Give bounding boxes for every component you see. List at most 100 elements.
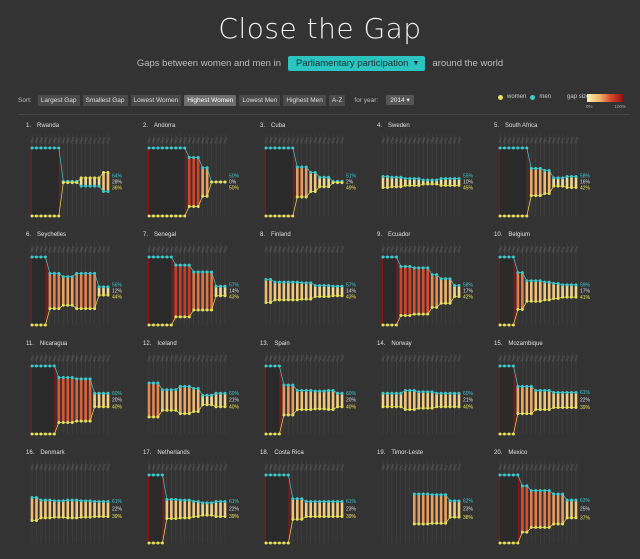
country-card[interactable]: 7. Senegal 1997 1998 1999 2000 2001 2002 2003 200… bbox=[139, 227, 255, 333]
country-card[interactable]: 8. Finland 1997 1998 1999 2000 2001 2002 2003 200… bbox=[256, 227, 372, 333]
year-select[interactable]: 2014 ▾ bbox=[386, 95, 414, 105]
women-point bbox=[196, 410, 200, 414]
country-card[interactable]: 13. Spain 1997 1998 1999 2000 2001 2002 2003 2004… bbox=[256, 336, 372, 442]
country-chart: 1997199819992000200120022003200420052006… bbox=[146, 461, 240, 545]
year-tick-label: 2011 bbox=[443, 246, 449, 254]
sort-largest-gap-button[interactable]: Largest Gap bbox=[37, 94, 80, 106]
men-point bbox=[160, 473, 164, 477]
country-title: 13. Spain bbox=[260, 341, 290, 347]
men-point bbox=[426, 178, 430, 182]
women-point bbox=[520, 214, 524, 218]
men-point bbox=[421, 266, 425, 270]
country-card[interactable]: 11. Nicaragua 1997 1998 1999 2000 2001 2002 2003… bbox=[22, 336, 138, 442]
men-point bbox=[192, 156, 196, 160]
country-card[interactable]: 17. Netherlands 1997 1998 1999 2000 2001 2002 20… bbox=[139, 445, 255, 551]
country-title: 3. Cuba bbox=[260, 123, 285, 129]
country-card[interactable]: 3. Cuba 1997 1998 1999 2000 2001 2002 2003 2004 20… bbox=[256, 118, 372, 224]
year-tick-label: 2014 bbox=[222, 463, 228, 471]
country-card[interactable]: 14. Norway 1997 1998 1999 2000 2001 2002 2003 200… bbox=[373, 336, 489, 442]
gap-value-label: 22% bbox=[112, 507, 123, 513]
women-point bbox=[309, 190, 313, 194]
women-point bbox=[552, 184, 556, 188]
women-point bbox=[75, 181, 79, 185]
gap-value-label: 23% bbox=[346, 507, 357, 513]
year-tick-label: 2013 bbox=[452, 245, 458, 253]
year-tick-label: 2001 bbox=[515, 463, 521, 471]
men-point bbox=[178, 498, 182, 502]
country-card[interactable]: 16. Denmark 1997 1998 1999 2000 2001 2002 2003 20… bbox=[22, 445, 138, 551]
men-value-label: 60% bbox=[346, 391, 357, 397]
men-point bbox=[205, 166, 209, 170]
country-card[interactable]: 2. Andorra 1997 1998 1999 2000 2001 2002 2003 200… bbox=[139, 118, 255, 224]
country-chart: 1997199819992000200120022003200420052006… bbox=[29, 461, 123, 543]
year-tick-label: 2001 bbox=[164, 245, 170, 253]
sort-lowest-women-button[interactable]: Lowest Women bbox=[130, 94, 182, 106]
women-point bbox=[421, 312, 425, 316]
country-card[interactable]: 19. Timor-Leste 1997 1998 1999 2000 2001 2002 20… bbox=[373, 445, 489, 551]
men-point bbox=[282, 146, 286, 150]
men-point bbox=[273, 473, 277, 477]
men-point bbox=[147, 146, 151, 150]
sort-toolbar: Sort: Largest Gap Smallest Gap Lowest Wo… bbox=[18, 93, 414, 107]
men-point bbox=[327, 175, 331, 179]
women-point bbox=[556, 522, 560, 526]
women-point bbox=[151, 541, 155, 545]
women-point bbox=[453, 294, 457, 298]
year-tick-label: 2005 bbox=[416, 463, 422, 471]
men-point bbox=[291, 146, 295, 150]
women-point bbox=[39, 323, 43, 327]
sort-a-z-button[interactable]: A-Z bbox=[328, 94, 346, 106]
men-point bbox=[534, 388, 538, 392]
men-point bbox=[381, 175, 385, 179]
men-point bbox=[183, 498, 187, 502]
year-tick-label: 2010 bbox=[438, 354, 444, 362]
women-point bbox=[304, 195, 308, 199]
page-title: Close the Gap bbox=[218, 12, 422, 45]
sort-lowest-men-button[interactable]: Lowest Men bbox=[239, 94, 281, 106]
country-card[interactable]: 6. Seychelles 1997 1998 1999 2000 2001 2002 2003… bbox=[22, 227, 138, 333]
year-tick-label: 1998 bbox=[502, 245, 508, 253]
country-card[interactable]: 5. South Africa 1997 1998 1999 2000 2001 2002 20… bbox=[490, 118, 606, 224]
country-card[interactable]: 4. Sweden 1997 1998 1999 2000 2001 2002 2003 2004… bbox=[373, 118, 489, 224]
country-card[interactable]: 9. Ecuador 1997 1998 1999 2000 2001 2002 2003 200… bbox=[373, 227, 489, 333]
men-point bbox=[93, 391, 97, 395]
women-point bbox=[340, 514, 344, 518]
women-point bbox=[30, 519, 34, 523]
women-point bbox=[223, 405, 227, 409]
country-title: 19. Timor-Leste bbox=[377, 450, 423, 456]
year-tick-label: 2002 bbox=[52, 245, 58, 253]
sort-highest-men-button[interactable]: Highest Men bbox=[283, 94, 326, 106]
country-card[interactable]: 1. Rwanda 1997 1998 1999 2000 2001 2002 2003 2004… bbox=[22, 118, 138, 224]
men-point bbox=[93, 500, 97, 504]
women-point bbox=[151, 214, 155, 218]
sort-highest-women-button[interactable]: Highest Women bbox=[184, 94, 237, 106]
year-tick-label: 1999 bbox=[155, 463, 161, 471]
women-point bbox=[390, 185, 394, 189]
men-point bbox=[88, 377, 92, 381]
men-point bbox=[529, 384, 533, 388]
men-point bbox=[34, 364, 38, 368]
women-value-label: 39% bbox=[112, 514, 123, 520]
men-value-label: 51% bbox=[346, 174, 357, 180]
gap-scale-min: 0% bbox=[586, 104, 593, 109]
country-card[interactable]: 15. Mozambique 1997 1998 1999 2000 2001 2002 200… bbox=[490, 336, 606, 442]
country-card[interactable]: 12. Iceland 1997 1998 1999 2000 2001 2002 2003 20… bbox=[139, 336, 255, 442]
country-chart: 1997199819992000200120022003200420052006… bbox=[263, 134, 357, 218]
men-point bbox=[570, 498, 574, 502]
country-chart: 1997199819992000200120022003200420052006… bbox=[380, 352, 474, 434]
country-card[interactable]: 18. Costa Rica 1997 1998 1999 2000 2001 2002 200… bbox=[256, 445, 372, 551]
country-card[interactable]: 20. Mexico 1997 1998 1999 2000 2001 2002 2003 200… bbox=[490, 445, 606, 551]
gap-value-label: 14% bbox=[346, 289, 357, 295]
indicator-dropdown[interactable]: Parliamentary participation ▼ bbox=[287, 56, 426, 71]
year-tick-label: 1997 bbox=[497, 245, 503, 253]
men-point bbox=[102, 500, 106, 504]
year-tick-label: 1999 bbox=[38, 463, 44, 471]
women-point bbox=[327, 294, 331, 298]
sort-smallest-gap-button[interactable]: Smallest Gap bbox=[82, 94, 128, 106]
year-tick-label: 2011 bbox=[326, 137, 332, 145]
country-card[interactable]: 10. Belgium 1997 1998 1999 2000 2001 2002 2003 20… bbox=[490, 227, 606, 333]
men-point bbox=[273, 146, 277, 150]
men-point bbox=[219, 391, 223, 395]
women-value-label: 39% bbox=[580, 405, 591, 411]
year-tick-label: 2002 bbox=[286, 245, 292, 253]
